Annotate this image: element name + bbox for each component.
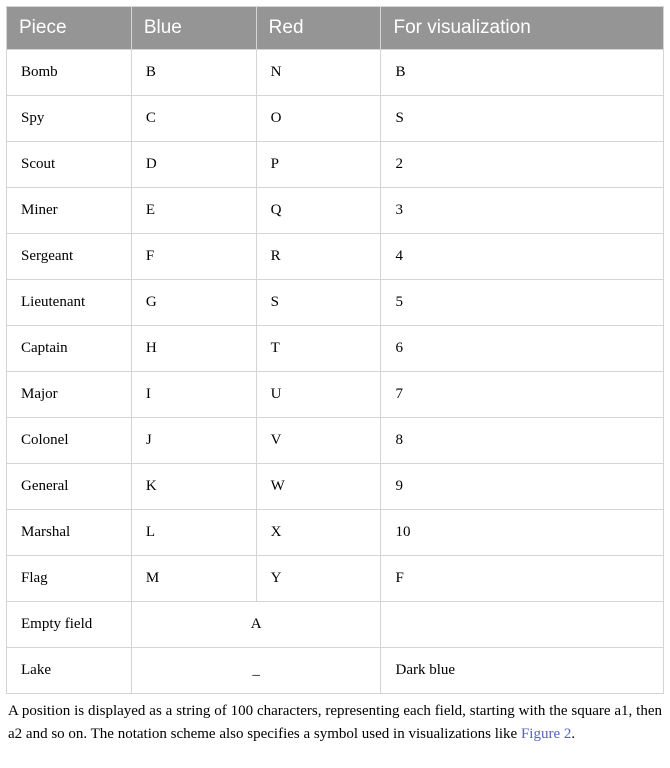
table-row: FlagMYF — [7, 556, 664, 602]
cell-piece: Marshal — [7, 510, 132, 556]
table-row: SergeantFR4 — [7, 234, 664, 280]
cell-piece: Spy — [7, 96, 132, 142]
cell-blue: K — [131, 464, 256, 510]
cell-viz: 4 — [381, 234, 664, 280]
cell-red: S — [256, 280, 381, 326]
table-caption: A position is displayed as a string of 1… — [6, 700, 664, 747]
cell-piece: Major — [7, 372, 132, 418]
cell-piece: Scout — [7, 142, 132, 188]
cell-piece: General — [7, 464, 132, 510]
cell-red: T — [256, 326, 381, 372]
cell-viz: F — [381, 556, 664, 602]
col-header-red: Red — [256, 7, 381, 50]
cell-red: U — [256, 372, 381, 418]
cell-blue: M — [131, 556, 256, 602]
cell-red: X — [256, 510, 381, 556]
table-header-row: Piece Blue Red For visualization — [7, 7, 664, 50]
cell-blue: C — [131, 96, 256, 142]
table-row: Empty fieldA — [7, 602, 664, 648]
cell-blue: I — [131, 372, 256, 418]
cell-merged: _ — [131, 648, 381, 694]
cell-viz: 9 — [381, 464, 664, 510]
cell-red: Q — [256, 188, 381, 234]
cell-red: P — [256, 142, 381, 188]
col-header-viz: For visualization — [381, 7, 664, 50]
cell-viz: S — [381, 96, 664, 142]
cell-piece: Lieutenant — [7, 280, 132, 326]
cell-blue: H — [131, 326, 256, 372]
cell-piece: Flag — [7, 556, 132, 602]
table-row: CaptainHT6 — [7, 326, 664, 372]
col-header-blue: Blue — [131, 7, 256, 50]
cell-red: V — [256, 418, 381, 464]
table-row: SpyCOS — [7, 96, 664, 142]
notation-table: Piece Blue Red For visualization BombBNB… — [6, 6, 664, 694]
table-row: ColonelJV8 — [7, 418, 664, 464]
cell-viz: 5 — [381, 280, 664, 326]
cell-viz — [381, 602, 664, 648]
col-header-piece: Piece — [7, 7, 132, 50]
cell-viz: 10 — [381, 510, 664, 556]
table-row: BombBNB — [7, 50, 664, 96]
cell-blue: J — [131, 418, 256, 464]
table-row: MajorIU7 — [7, 372, 664, 418]
table-row: LieutenantGS5 — [7, 280, 664, 326]
cell-piece: Bomb — [7, 50, 132, 96]
cell-piece: Colonel — [7, 418, 132, 464]
cell-piece: Empty field — [7, 602, 132, 648]
cell-viz: 8 — [381, 418, 664, 464]
cell-piece: Captain — [7, 326, 132, 372]
cell-blue: D — [131, 142, 256, 188]
cell-viz: 2 — [381, 142, 664, 188]
cell-viz: 3 — [381, 188, 664, 234]
caption-text-post: . — [571, 726, 575, 742]
cell-blue: E — [131, 188, 256, 234]
cell-red: W — [256, 464, 381, 510]
table-row: Lake_Dark blue — [7, 648, 664, 694]
cell-blue: G — [131, 280, 256, 326]
table-row: MinerEQ3 — [7, 188, 664, 234]
cell-piece: Lake — [7, 648, 132, 694]
cell-viz: 7 — [381, 372, 664, 418]
cell-blue: L — [131, 510, 256, 556]
cell-piece: Miner — [7, 188, 132, 234]
cell-viz: B — [381, 50, 664, 96]
cell-viz: Dark blue — [381, 648, 664, 694]
table-row: MarshalLX10 — [7, 510, 664, 556]
figure-link[interactable]: Figure 2 — [521, 726, 571, 742]
cell-viz: 6 — [381, 326, 664, 372]
cell-red: O — [256, 96, 381, 142]
table-row: GeneralKW9 — [7, 464, 664, 510]
cell-piece: Sergeant — [7, 234, 132, 280]
cell-red: N — [256, 50, 381, 96]
cell-merged: A — [131, 602, 381, 648]
cell-red: Y — [256, 556, 381, 602]
table-row: ScoutDP2 — [7, 142, 664, 188]
cell-blue: F — [131, 234, 256, 280]
cell-red: R — [256, 234, 381, 280]
cell-blue: B — [131, 50, 256, 96]
